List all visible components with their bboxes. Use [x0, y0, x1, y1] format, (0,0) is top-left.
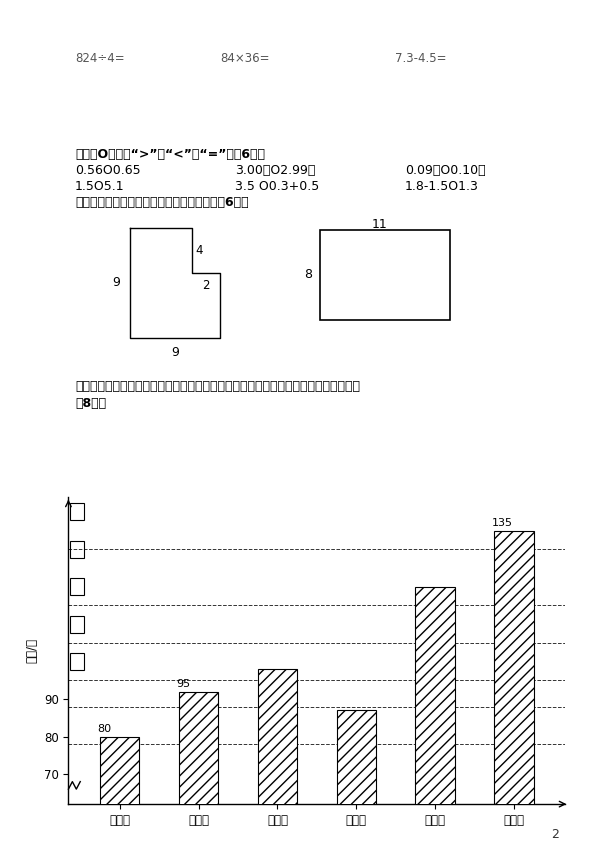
Text: 2: 2	[202, 279, 210, 292]
Text: 8: 8	[304, 269, 312, 281]
Text: 95: 95	[177, 679, 190, 689]
Bar	[70, 653, 84, 670]
Text: 9: 9	[171, 346, 179, 359]
Text: 9: 9	[112, 276, 120, 290]
Text: 135: 135	[492, 518, 513, 527]
Text: 7.3-4.5=: 7.3-4.5=	[395, 52, 446, 65]
Bar	[70, 616, 84, 632]
Text: 1.8-1.5O1.3: 1.8-1.5O1.3	[405, 180, 479, 193]
Text: 824÷4=: 824÷4=	[75, 52, 124, 65]
Text: 0.09米O0.10米: 0.09米O0.10米	[405, 164, 486, 177]
Bar	[494, 530, 534, 842]
Text: 80: 80	[98, 723, 112, 733]
Bar	[70, 541, 84, 557]
Text: （8分）: （8分）	[75, 397, 106, 410]
Y-axis label: 人数/人: 人数/人	[25, 638, 38, 663]
Bar	[415, 587, 455, 842]
Bar	[179, 691, 218, 842]
Bar	[70, 578, 84, 595]
Text: 3.5 O0.3+0.5: 3.5 O0.3+0.5	[235, 180, 320, 193]
Bar	[337, 711, 376, 842]
Text: 2: 2	[551, 828, 559, 841]
Bar	[70, 504, 84, 520]
Text: 3.00元O2.99元: 3.00元O2.99元	[235, 164, 315, 177]
Text: 84×36=: 84×36=	[220, 52, 270, 65]
Bar	[320, 230, 450, 320]
Text: 0.56O0.65: 0.56O0.65	[75, 164, 140, 177]
Text: 4: 4	[195, 244, 202, 257]
Text: 11: 11	[372, 218, 388, 231]
Bar	[100, 737, 139, 842]
Bar	[258, 669, 297, 842]
Text: 七、下面是英才小学六个年级学生人数统计图，请你把统计图补充完整，并回答问题。: 七、下面是英才小学六个年级学生人数统计图，请你把统计图补充完整，并回答问题。	[75, 380, 360, 393]
Text: 1.5O5.1: 1.5O5.1	[75, 180, 124, 193]
Text: 五、在O里填上“>”、“<”或“=”。（6分）: 五、在O里填上“>”、“<”或“=”。（6分）	[75, 148, 265, 161]
Text: 六、计算下面图形的面积。（单位：厘米）（6分）: 六、计算下面图形的面积。（单位：厘米）（6分）	[75, 196, 249, 209]
